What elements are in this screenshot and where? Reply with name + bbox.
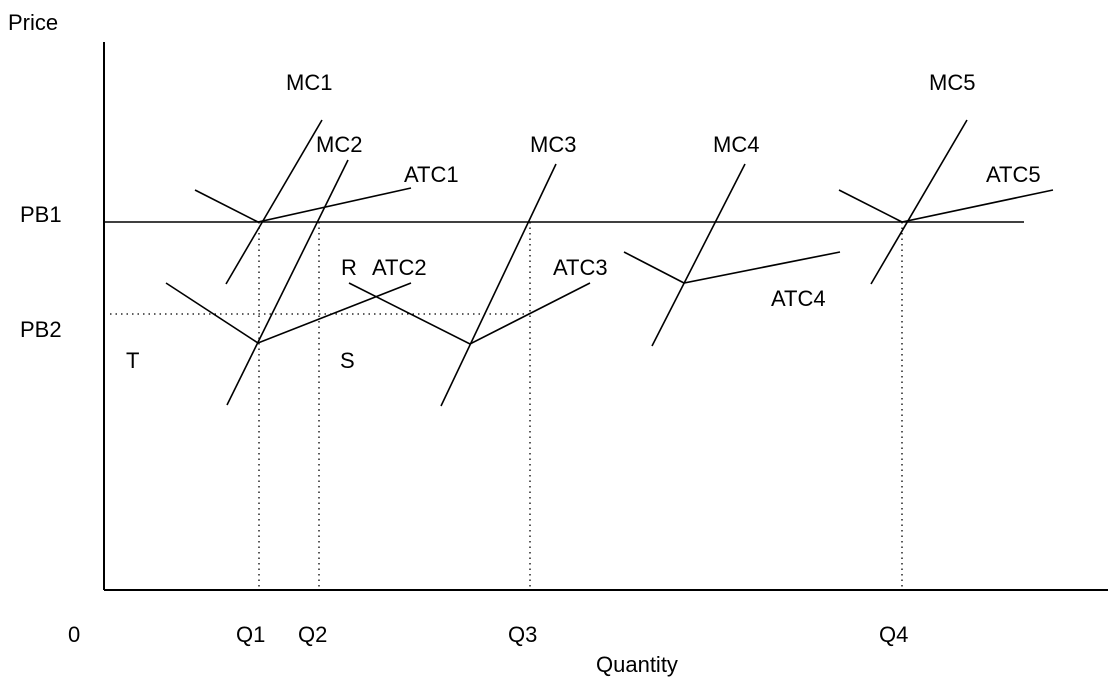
atc3-curve [348,282,591,345]
mc3-label: MC3 [530,132,576,157]
mc1-curve [225,119,323,285]
mc4-label: MC4 [713,132,759,157]
x-axis-label: Quantity [596,652,678,677]
atc3-label: ATC3 [553,255,608,280]
y-axis-label: Price [8,10,58,35]
mc2-curve [226,159,349,406]
atc5-label: ATC5 [986,162,1041,187]
region-r-label: R [341,255,357,280]
atc4-label: ATC4 [771,286,826,311]
q2-label: Q2 [298,622,327,647]
mc3-curve [440,163,557,407]
q1-label: Q1 [236,622,265,647]
mc5-label: MC5 [929,70,975,95]
origin-label: 0 [68,622,80,647]
mc2-label: MC2 [316,132,362,157]
atc4-curve [623,251,841,284]
region-t-label: T [126,348,139,373]
mc4-curve [651,163,746,347]
atc2-label: ATC2 [372,255,427,280]
pb2-label: PB2 [20,317,62,342]
atc2-curve [165,282,412,344]
q3-label: Q3 [508,622,537,647]
atc1-label: ATC1 [404,162,459,187]
atc1-curve [194,187,412,223]
mc1-label: MC1 [286,70,332,95]
region-s-label: S [340,348,355,373]
atc5-curve [838,189,1054,223]
pb1-label: PB1 [20,202,62,227]
mc5-curve [870,119,968,285]
q4-label: Q4 [879,622,908,647]
